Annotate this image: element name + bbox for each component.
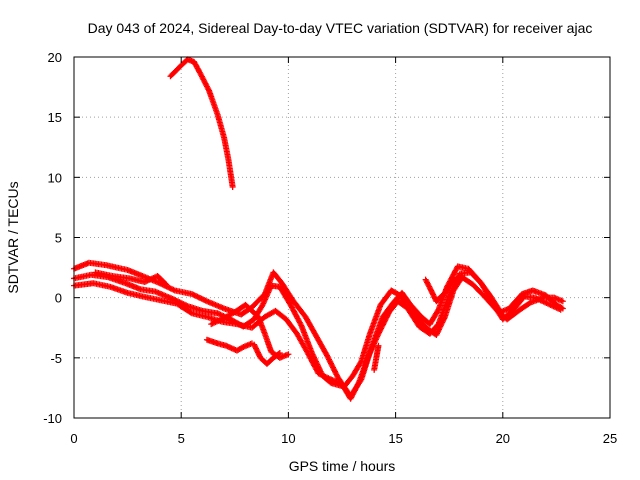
series-track-g — [203, 336, 255, 354]
chart-title: Day 043 of 2024, Sidereal Day-to-day VTE… — [88, 20, 593, 36]
data-point — [187, 309, 194, 316]
data-point — [434, 308, 441, 315]
x-tick-label: 5 — [178, 431, 185, 446]
data-point — [163, 281, 170, 288]
data-point — [276, 350, 283, 357]
x-tick-label: 0 — [70, 431, 77, 446]
data-point — [357, 359, 364, 366]
series-track-h — [251, 341, 283, 367]
series-track-i — [422, 275, 457, 305]
y-tick-label: 15 — [48, 110, 62, 125]
series-track-j — [371, 342, 382, 373]
y-tick-label: -5 — [50, 351, 62, 366]
data-point — [229, 183, 236, 190]
data-point — [239, 344, 246, 351]
y-tick-label: 5 — [55, 231, 62, 246]
data-point — [275, 350, 282, 357]
y-axis-label: SDTVAR / TECUs — [5, 181, 21, 293]
grid — [74, 57, 610, 418]
x-axis-label: GPS time / hours — [289, 458, 396, 474]
series-track-a — [167, 56, 236, 190]
y-tick-label: -10 — [43, 411, 62, 426]
data-point — [450, 275, 457, 282]
axis-ticks: 0 5 10 15 20 25 -10 -5 0 5 10 15 20 — [43, 50, 617, 446]
data-point — [285, 351, 292, 358]
x-tick-label: 10 — [281, 431, 295, 446]
data-point — [449, 276, 456, 283]
series-track-d — [71, 274, 566, 402]
series-track-e — [92, 269, 170, 288]
data-point — [559, 298, 566, 305]
y-tick-label: 0 — [55, 291, 62, 306]
data-point — [557, 306, 564, 313]
x-tick-label: 25 — [603, 431, 617, 446]
data-points — [71, 56, 566, 402]
series-track-f — [208, 301, 292, 361]
data-point — [162, 280, 169, 287]
x-tick-label: 15 — [388, 431, 402, 446]
data-point — [375, 342, 382, 349]
x-tick-label: 20 — [496, 431, 510, 446]
y-tick-label: 20 — [48, 50, 62, 65]
y-tick-label: 10 — [48, 170, 62, 185]
